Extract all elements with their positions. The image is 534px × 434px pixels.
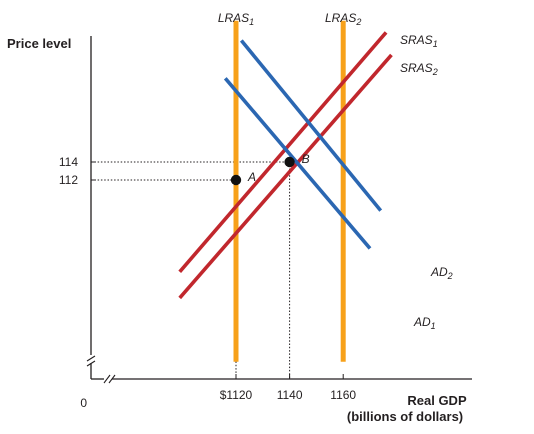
axes xyxy=(86,36,472,384)
sras-1-label-main: SRAS xyxy=(400,33,433,47)
x-axis-title: Real GDP xyxy=(407,393,467,408)
sras-1-label-subscript: 1 xyxy=(433,39,438,49)
y-tick-label-112: 112 xyxy=(59,173,78,187)
y-tick-label-114: 114 xyxy=(59,155,78,169)
equilibrium-point-b xyxy=(284,156,295,168)
x-tick-label-1160: 1160 xyxy=(330,388,356,402)
lras-1-label-main: LRAS xyxy=(218,11,249,25)
ad-2-label-main: AD xyxy=(430,265,448,279)
equilibrium-point-a xyxy=(230,174,242,186)
lras-1-label: LRAS1 xyxy=(218,11,254,27)
labels: Price level Real GDP (billions of dollar… xyxy=(7,36,467,424)
dotted-guides xyxy=(91,161,344,379)
ad-2-label: AD2 xyxy=(430,265,453,281)
x-tick-label-1120: $1120 xyxy=(220,388,253,402)
ad-2-curve xyxy=(239,39,383,212)
lras-2-label: LRAS2 xyxy=(325,11,361,27)
x-tick-label-1140: 1140 xyxy=(277,388,303,402)
sras-2-label-main: SRAS xyxy=(400,61,433,75)
sras-2-curve xyxy=(178,53,393,300)
lras-2-label-subscript: 2 xyxy=(355,17,361,27)
sras-2-label-subscript: 2 xyxy=(432,67,438,77)
sras-1-label: SRAS1 xyxy=(400,33,438,49)
equilibrium-points: AB xyxy=(230,152,310,186)
tick-labels: 114 112 $1120 1140 1160 xyxy=(59,155,357,402)
ad-1-label-subscript: 1 xyxy=(431,321,436,331)
y-axis-title: Price level xyxy=(7,36,71,51)
ad-1-label-main: AD xyxy=(413,315,431,329)
sras-2-label: SRAS2 xyxy=(400,61,438,77)
ad-1-label: AD1 xyxy=(413,315,436,331)
x-axis-units: (billions of dollars) xyxy=(347,409,463,424)
lras-1-label-subscript: 1 xyxy=(249,17,254,27)
ad-2-label-subscript: 2 xyxy=(447,271,453,281)
equilibrium-label-b: B xyxy=(302,152,310,166)
lras-2-label-main: LRAS xyxy=(325,11,356,25)
origin-label: 0 xyxy=(80,396,87,410)
ad-1-curve xyxy=(223,77,372,250)
sras-1-curve xyxy=(178,31,388,273)
equilibrium-label-a: A xyxy=(247,170,256,184)
